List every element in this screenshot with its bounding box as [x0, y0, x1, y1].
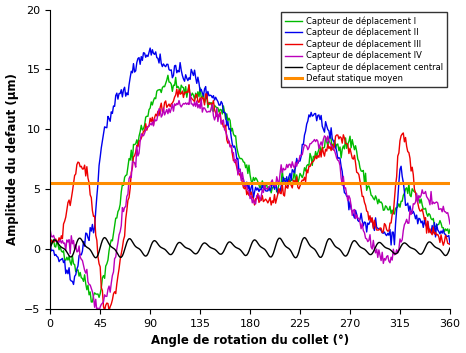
Capteur de déplacement II [447, 241, 453, 246]
Defaut statique moyen [48, 181, 54, 185]
Capteur de déplacement II [277, 190, 283, 194]
Capteur de déplacement II [291, 169, 296, 173]
Capteur de déplacement IV [123, 204, 129, 209]
Capteur de déplacement III [186, 83, 192, 87]
Capteur de déplacement IV [187, 91, 193, 95]
Capteur de déplacement II [59, 257, 64, 262]
Line: Capteur de déplacement IV: Capteur de déplacement IV [50, 93, 450, 311]
Capteur de déplacement I [300, 175, 305, 180]
Capteur de déplacement central [293, 256, 298, 260]
Capteur de déplacement III [300, 178, 305, 182]
Legend: Capteur de déplacement I, Capteur de déplacement II, Capteur de déplacement III,: Capteur de déplacement I, Capteur de dép… [281, 12, 447, 87]
Capteur de déplacement central [300, 238, 305, 243]
Capteur de déplacement I [400, 193, 406, 197]
Capteur de déplacement III [447, 242, 453, 246]
Capteur de déplacement II [300, 142, 305, 146]
Capteur de déplacement IV [59, 241, 64, 245]
Capteur de déplacement central [400, 241, 406, 245]
Line: Capteur de déplacement central: Capteur de déplacement central [50, 238, 450, 258]
Capteur de déplacement I [277, 181, 283, 185]
Capteur de déplacement III [106, 309, 112, 313]
Line: Capteur de déplacement II: Capteur de déplacement II [50, 48, 450, 285]
Capteur de déplacement central [102, 235, 107, 240]
Capteur de déplacement IV [277, 172, 283, 176]
Capteur de déplacement III [291, 178, 296, 182]
Capteur de déplacement I [165, 73, 171, 77]
Capteur de déplacement III [48, 246, 53, 250]
Capteur de déplacement IV [291, 164, 296, 168]
Line: Capteur de déplacement I: Capteur de déplacement I [50, 75, 450, 302]
Capteur de déplacement III [277, 191, 283, 195]
Capteur de déplacement I [123, 173, 129, 178]
Capteur de déplacement IV [300, 152, 305, 157]
Line: Capteur de déplacement III: Capteur de déplacement III [50, 85, 450, 311]
Capteur de déplacement central [123, 244, 129, 248]
Capteur de déplacement IV [94, 309, 100, 313]
Capteur de déplacement central [447, 246, 453, 250]
Capteur de déplacement II [400, 180, 406, 185]
Capteur de déplacement II [48, 241, 53, 246]
Capteur de déplacement IV [48, 228, 53, 232]
Capteur de déplacement central [48, 246, 53, 250]
Capteur de déplacement I [291, 175, 296, 180]
Capteur de déplacement I [48, 239, 53, 244]
Capteur de déplacement I [89, 300, 94, 304]
Y-axis label: Amplitude du defaut (μm): Amplitude du defaut (μm) [6, 73, 19, 245]
Capteur de déplacement II [147, 46, 153, 50]
Capteur de déplacement I [447, 227, 453, 232]
Defaut statique moyen [48, 181, 53, 185]
Capteur de déplacement central [289, 251, 295, 256]
Capteur de déplacement II [123, 94, 129, 98]
Capteur de déplacement I [59, 249, 64, 253]
Capteur de déplacement III [59, 234, 64, 238]
Capteur de déplacement II [71, 282, 76, 287]
Capteur de déplacement central [276, 236, 282, 240]
Capteur de déplacement IV [447, 222, 453, 226]
X-axis label: Angle de rotation du collet (°): Angle de rotation du collet (°) [151, 334, 349, 347]
Capteur de déplacement central [59, 245, 64, 249]
Capteur de déplacement III [123, 217, 129, 221]
Capteur de déplacement III [400, 131, 406, 135]
Capteur de déplacement IV [400, 228, 406, 233]
